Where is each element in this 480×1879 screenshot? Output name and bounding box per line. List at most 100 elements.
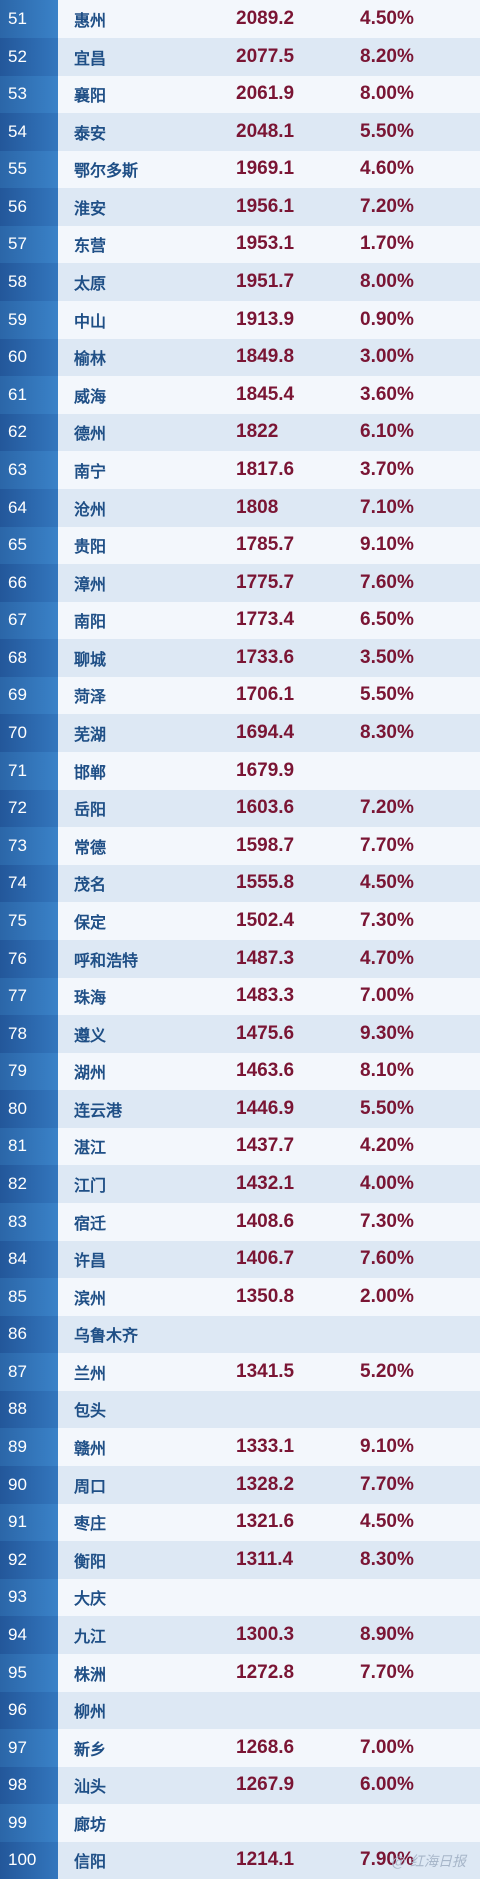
table-row: 74 茂名 1555.8 4.50%	[0, 864, 480, 903]
city-cell: 贵阳	[74, 537, 107, 557]
growth-cell: 3.00%	[360, 346, 414, 368]
city-cell: 常德	[74, 837, 107, 857]
gdp-cell: 1969.1	[236, 158, 295, 180]
rank-cell: 77	[0, 977, 58, 1016]
rank-cell: 69	[0, 676, 58, 715]
table-row: 64 沧州 1808 7.10%	[0, 488, 480, 527]
rank-cell: 70	[0, 714, 58, 753]
growth-cell: 7.30%	[360, 909, 414, 931]
table-row: 88 包头	[0, 1390, 480, 1429]
rank-cell: 72	[0, 789, 58, 828]
table-row: 63 南宁 1817.6 3.70%	[0, 450, 480, 489]
table-row: 95 株洲 1272.8 7.70%	[0, 1653, 480, 1692]
city-cell: 沧州	[74, 499, 107, 519]
city-cell: 大庆	[74, 1589, 107, 1609]
gdp-cell: 1603.6	[236, 797, 295, 819]
rank-cell: 78	[0, 1014, 58, 1053]
city-cell: 芜湖	[74, 725, 107, 745]
gdp-cell: 1773.4	[236, 609, 295, 631]
gdp-cell: 1487.3	[236, 947, 295, 969]
growth-cell: 4.50%	[360, 1511, 414, 1533]
growth-cell: 9.10%	[360, 534, 414, 556]
city-cell: 宜昌	[74, 48, 107, 68]
table-row: 78 遵义 1475.6 9.30%	[0, 1014, 480, 1053]
city-cell: 周口	[74, 1476, 107, 1496]
city-cell: 柳州	[74, 1702, 107, 1722]
growth-cell: 6.50%	[360, 609, 414, 631]
city-cell: 襄阳	[74, 86, 107, 106]
table-row: 77 珠海 1483.3 7.00%	[0, 977, 480, 1016]
city-cell: 东营	[74, 236, 107, 256]
table-row: 72 岳阳 1603.6 7.20%	[0, 789, 480, 828]
table-row: 67 南阳 1773.4 6.50%	[0, 601, 480, 640]
city-cell: 淮安	[74, 198, 107, 218]
table-row: 69 菏泽 1706.1 5.50%	[0, 676, 480, 715]
table-row: 98 汕头 1267.9 6.00%	[0, 1766, 480, 1805]
growth-cell: 7.20%	[360, 797, 414, 819]
rank-cell: 64	[0, 488, 58, 527]
rank-cell: 88	[0, 1390, 58, 1429]
rank-cell: 52	[0, 37, 58, 76]
table-row: 71 邯郸 1679.9	[0, 751, 480, 790]
growth-cell: 4.50%	[360, 8, 414, 29]
table-row: 68 聊城 1733.6 3.50%	[0, 638, 480, 677]
table-row: 99 廊坊	[0, 1803, 480, 1842]
city-cell: 珠海	[74, 988, 107, 1008]
growth-cell: 8.00%	[360, 83, 414, 105]
rank-cell: 97	[0, 1728, 58, 1767]
gdp-cell: 1333.1	[236, 1436, 295, 1458]
table-row: 76 呼和浩特 1487.3 4.70%	[0, 939, 480, 978]
rank-cell: 85	[0, 1277, 58, 1316]
rank-cell: 79	[0, 1052, 58, 1091]
table-row: 61 威海 1845.4 3.60%	[0, 375, 480, 414]
rank-cell: 94	[0, 1615, 58, 1654]
growth-cell: 8.10%	[360, 1060, 414, 1082]
gdp-cell: 1432.1	[236, 1172, 295, 1194]
rank-cell: 74	[0, 864, 58, 903]
gdp-cell: 1350.8	[236, 1285, 295, 1307]
growth-cell: 5.50%	[360, 684, 414, 706]
city-cell: 南宁	[74, 461, 107, 481]
gdp-cell: 1502.4	[236, 909, 295, 931]
rank-cell: 56	[0, 187, 58, 226]
rank-cell: 96	[0, 1691, 58, 1730]
rank-cell: 63	[0, 450, 58, 489]
gdp-cell: 1679.9	[236, 759, 295, 781]
growth-cell: 1.70%	[360, 233, 414, 255]
table-row: 80 连云港 1446.9 5.50%	[0, 1089, 480, 1128]
growth-cell: 9.30%	[360, 1022, 414, 1044]
rank-cell: 51	[0, 0, 58, 38]
city-cell: 邯郸	[74, 762, 107, 782]
city-cell: 许昌	[74, 1251, 107, 1271]
table-row: 96 柳州	[0, 1691, 480, 1730]
gdp-cell: 1956.1	[236, 195, 295, 217]
table-row: 75 保定 1502.4 7.30%	[0, 901, 480, 940]
growth-cell: 7.00%	[360, 985, 414, 1007]
rank-cell: 60	[0, 338, 58, 377]
table-row: 81 湛江 1437.7 4.20%	[0, 1127, 480, 1166]
watermark-logo: @ 红海日报	[391, 1854, 466, 1870]
rank-cell: 57	[0, 225, 58, 264]
gdp-cell: 1341.5	[236, 1360, 295, 1382]
gdp-cell: 1785.7	[236, 534, 295, 556]
growth-cell: 8.30%	[360, 1548, 414, 1570]
gdp-cell: 2077.5	[236, 45, 295, 67]
rank-cell: 76	[0, 939, 58, 978]
city-cell: 榆林	[74, 349, 107, 369]
growth-cell: 8.20%	[360, 45, 414, 67]
growth-cell: 9.10%	[360, 1436, 414, 1458]
rank-cell: 73	[0, 826, 58, 865]
growth-cell: 4.00%	[360, 1172, 414, 1194]
rank-cell: 62	[0, 413, 58, 452]
city-cell: 呼和浩特	[74, 950, 139, 970]
rank-cell: 99	[0, 1803, 58, 1842]
table-row: 65 贵阳 1785.7 9.10%	[0, 526, 480, 565]
city-cell: 菏泽	[74, 687, 107, 707]
gdp-cell: 1214.1	[236, 1849, 295, 1871]
rank-cell: 65	[0, 526, 58, 565]
gdp-cell: 1406.7	[236, 1248, 295, 1270]
rank-cell: 100	[0, 1841, 58, 1879]
gdp-cell: 2061.9	[236, 83, 295, 105]
gdp-cell: 1408.6	[236, 1210, 295, 1232]
growth-cell: 4.20%	[360, 1135, 414, 1157]
